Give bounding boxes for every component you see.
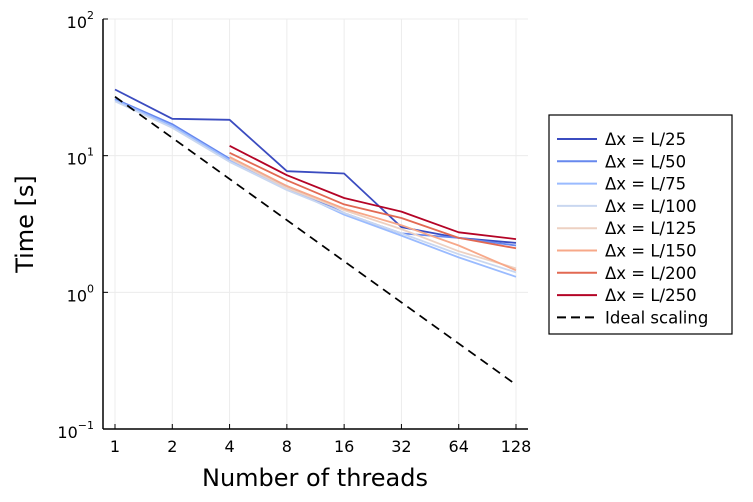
axes bbox=[102, 19, 528, 430]
x-tick-label: 8 bbox=[282, 437, 292, 456]
y-tick-base: 10 bbox=[67, 13, 87, 32]
y-tick-exponent: −1 bbox=[78, 419, 94, 432]
legend-entry-label: Δx = L/75 bbox=[605, 175, 686, 194]
legend-entry-label: Δx = L/50 bbox=[605, 152, 686, 171]
series-line-x-l-125 bbox=[229, 157, 517, 270]
y-tick-label: 100 bbox=[67, 282, 94, 305]
legend-entry-label: Ideal scaling bbox=[605, 308, 708, 327]
y-tick-base: 10 bbox=[67, 150, 87, 169]
legend: Δx = L/25 Δx = L/50 Δx = L/75 Δx = L/100 Δx … bbox=[548, 114, 733, 335]
legend-entry-label: Δx = L/100 bbox=[605, 197, 697, 216]
series-line-x-l-200 bbox=[229, 151, 517, 250]
y-tick-exponent: 2 bbox=[87, 9, 94, 22]
y-tick-label: 102 bbox=[67, 9, 94, 32]
x-tick-label: 4 bbox=[224, 437, 234, 456]
y-tick-base: 10 bbox=[67, 286, 87, 305]
y-tick-base: 10 bbox=[57, 423, 77, 442]
y-tick-label: 10−1 bbox=[57, 419, 94, 442]
legend-entry-label: Δx = L/200 bbox=[605, 264, 697, 283]
x-tick-label: 2 bbox=[167, 437, 177, 456]
series-line-x-l-150 bbox=[229, 156, 517, 272]
legend-entry-label: Δx = L/250 bbox=[605, 286, 697, 305]
legend-entry-label: Δx = L/25 bbox=[605, 130, 686, 149]
legend-entry-label: Δx = L/150 bbox=[605, 242, 697, 261]
x-tick-label: 1 bbox=[110, 437, 120, 456]
x-tick-label: 64 bbox=[449, 437, 469, 456]
y-tick-exponent: 0 bbox=[87, 282, 94, 295]
y-tick-label: 101 bbox=[67, 146, 94, 169]
x-tick-label: 16 bbox=[334, 437, 354, 456]
series-layer bbox=[114, 88, 517, 386]
x-tick-label: 32 bbox=[391, 437, 411, 456]
series-line-x-l-250 bbox=[229, 144, 517, 240]
grid-lines bbox=[103, 18, 528, 430]
series-line-x-l-100 bbox=[114, 100, 517, 274]
y-axis-label: Time [s] bbox=[11, 175, 39, 274]
series-line-x-l-25 bbox=[114, 88, 517, 244]
series-line-ideal-scaling bbox=[114, 95, 517, 386]
x-tick-label: 128 bbox=[501, 437, 532, 456]
legend-box bbox=[548, 114, 733, 335]
legend-entry-label: Δx = L/125 bbox=[605, 219, 697, 238]
x-axis-label: Number of threads bbox=[202, 464, 428, 492]
y-tick-exponent: 1 bbox=[87, 146, 94, 159]
